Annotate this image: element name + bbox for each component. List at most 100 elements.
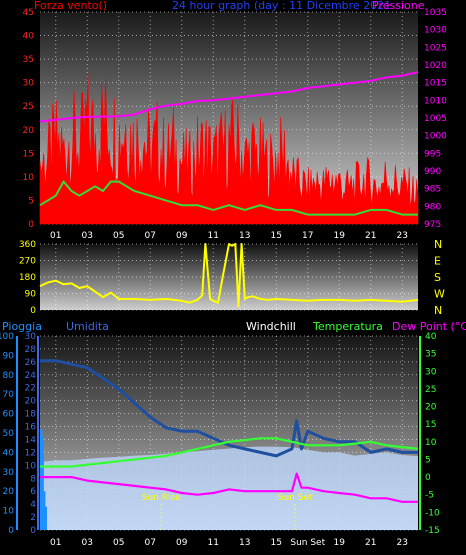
rain-y-tick-label: 0 xyxy=(8,526,14,536)
rain-y-tick-label: 40 xyxy=(3,448,15,458)
wind-y-tick-label: 45 xyxy=(23,8,34,18)
humidity-y-tick-label: 14 xyxy=(25,435,37,445)
wind-x-tick-label: 19 xyxy=(334,231,346,241)
rain-y-tick-label: 10 xyxy=(3,507,15,517)
climate-x-tick-label: 21 xyxy=(365,538,376,548)
wind-y-tick-label: 15 xyxy=(23,149,34,159)
climate-x-tick-label: 23 xyxy=(397,538,408,548)
wind-x-tick-label: 07 xyxy=(145,231,156,241)
climate-x-tick-label: 03 xyxy=(82,538,93,548)
temperature-y-tick-label: 15 xyxy=(425,420,436,430)
wind-x-tick-label: 23 xyxy=(397,231,408,241)
climate-x-tick-label: 09 xyxy=(176,538,188,548)
rain-y-tick-label: 30 xyxy=(3,468,15,478)
wind-y-tick-label: 10 xyxy=(23,173,35,183)
temperature-y-tick-label: 35 xyxy=(425,350,436,360)
temperature-y-tick-label: 0 xyxy=(425,473,431,483)
temperature-y-tick-label: -5 xyxy=(425,491,434,501)
humidity-y-tick-label: 0 xyxy=(30,526,36,536)
climate-x-tick-label: 11 xyxy=(208,538,219,548)
humidity-y-tick-label: 16 xyxy=(25,423,37,433)
humidity-y-tick-label: 12 xyxy=(25,448,36,458)
compass-label: W xyxy=(434,288,445,301)
direction-y-tick-label: 270 xyxy=(19,257,36,267)
dewpoint-series xyxy=(40,472,418,503)
humidity-y-tick-label: 30 xyxy=(25,332,37,342)
rain-y-tick-label: 20 xyxy=(3,487,15,497)
direction-y-tick-label: 0 xyxy=(30,306,36,316)
pressure-y-tick-label: 1025 xyxy=(424,43,447,53)
wind-y-tick-label: 20 xyxy=(23,126,35,136)
climate-x-tick-label: 07 xyxy=(145,538,156,548)
legend-dewpoint: Dew Point (°C) xyxy=(392,320,466,333)
climate-x-tick-label: 01 xyxy=(50,538,61,548)
wind-x-tick-label: 13 xyxy=(239,231,250,241)
wind-y-tick-label: 35 xyxy=(23,55,34,65)
wind-direction-series xyxy=(39,243,419,308)
humidity-y-tick-label: 18 xyxy=(25,410,37,420)
temperature-y-tick-label: 5 xyxy=(425,455,431,465)
legend-humidity: Umidita xyxy=(66,320,109,333)
sun-annotation-label: Sun Set xyxy=(278,493,313,503)
temperature-y-tick-label: 30 xyxy=(425,367,437,377)
compass-label: N xyxy=(434,304,442,317)
wind-x-tick-label: 15 xyxy=(271,231,282,241)
temperature-y-tick-label: -15 xyxy=(425,526,440,536)
temperature-series xyxy=(40,437,419,468)
rain-bar xyxy=(41,436,44,530)
wind-average-series xyxy=(39,180,418,216)
wind-gust-series xyxy=(39,73,419,225)
rain-y-tick-label: 70 xyxy=(3,390,15,400)
temperature-y-tick-label: 25 xyxy=(425,385,436,395)
humidity-y-tick-label: 10 xyxy=(25,461,37,471)
temperature-y-tick-label: 20 xyxy=(425,403,437,413)
wind-x-tick-label: 11 xyxy=(208,231,219,241)
humidity-area-series xyxy=(40,446,418,530)
direction-y-tick-label: 90 xyxy=(25,290,37,300)
compass-label: E xyxy=(434,255,441,268)
compass-label: S xyxy=(434,271,441,284)
climate-x-tick-label: 13 xyxy=(239,538,250,548)
temperature-y-tick-label: 10 xyxy=(425,438,437,448)
wind-x-tick-label: 17 xyxy=(302,231,313,241)
rain-y-tick-label: 50 xyxy=(3,429,15,439)
wind-x-tick-label: 03 xyxy=(82,231,93,241)
pressure-y-tick-label: 1020 xyxy=(424,61,447,71)
humidity-y-tick-label: 8 xyxy=(30,474,36,484)
direction-y-tick-label: 180 xyxy=(19,273,36,283)
temperature-y-tick-label: -10 xyxy=(425,508,440,518)
humidity-y-tick-label: 2 xyxy=(30,513,36,523)
pressure-y-tick-label: 1000 xyxy=(424,132,447,142)
climate-x-tick-label: Sun Set xyxy=(290,538,325,548)
direction-plot-area xyxy=(40,244,418,310)
rain-y-tick-label: 80 xyxy=(3,371,15,381)
humidity-y-tick-label: 22 xyxy=(25,384,36,394)
wind-x-tick-label: 05 xyxy=(113,231,124,241)
humidity-y-tick-label: 26 xyxy=(25,358,37,368)
pressure-series xyxy=(39,71,419,123)
humidity-y-tick-label: 6 xyxy=(30,487,36,497)
pressure-y-tick-label: 990 xyxy=(424,167,441,177)
pressure-y-tick-label: 995 xyxy=(424,149,441,159)
climate-x-tick-label: 15 xyxy=(271,538,282,548)
rain-bar xyxy=(44,506,48,530)
temperature-y-tick-label: 40 xyxy=(425,332,437,342)
humidity-y-tick-label: 24 xyxy=(25,371,37,381)
rain-y-tick-label: 90 xyxy=(3,351,15,361)
pressure-y-tick-label: 985 xyxy=(424,185,441,195)
legend-temperature: Temperatura xyxy=(312,320,383,333)
pressure-axis-title: Pressione xyxy=(372,0,425,12)
legend-windchill: Windchill xyxy=(246,320,296,333)
humidity-line-series xyxy=(40,359,418,458)
pressure-y-tick-label: 975 xyxy=(424,220,441,230)
sun-annotation-label: Sun Rise xyxy=(142,493,181,503)
rain-y-tick-label: 60 xyxy=(3,410,15,420)
pressure-y-tick-label: 1035 xyxy=(424,8,447,18)
wind-x-tick-label: 09 xyxy=(176,231,188,241)
wind-y-tick-label: 30 xyxy=(23,79,35,89)
humidity-y-tick-label: 4 xyxy=(30,500,36,510)
wind-y-tick-label: 5 xyxy=(28,196,34,206)
wind-y-tick-label: 25 xyxy=(23,102,34,112)
legend-rain: Pioggia xyxy=(2,320,42,333)
